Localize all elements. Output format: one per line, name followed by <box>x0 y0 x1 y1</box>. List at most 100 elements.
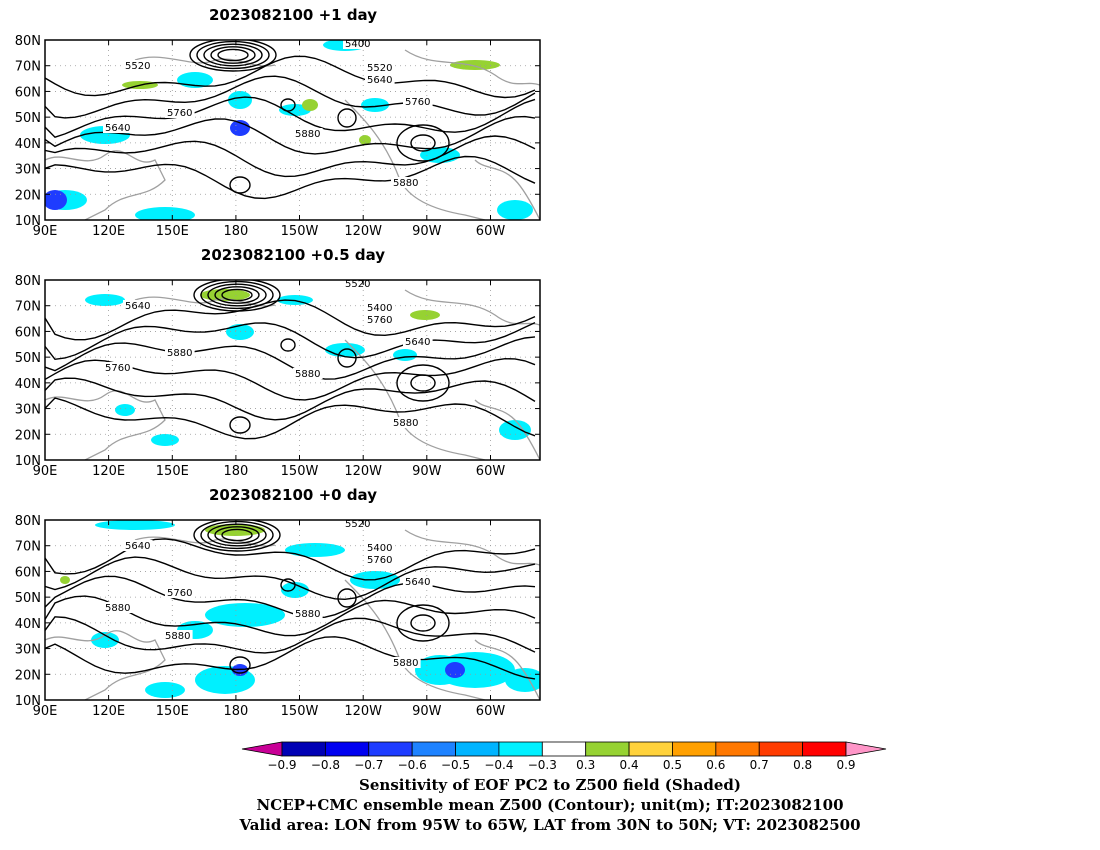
shading-positive <box>359 135 371 145</box>
colorbar-arrow-low <box>241 741 283 757</box>
contour-label: 5400 <box>345 39 370 50</box>
caption-line-3: Valid area: LON from 95W to 65W, LAT fro… <box>239 816 861 834</box>
contour-low <box>207 283 267 307</box>
contour-label: 5640 <box>405 337 430 348</box>
colorbar-bin <box>585 741 630 757</box>
x-tick-label: 180 <box>223 224 248 239</box>
panel-3-title: 2023082100 +0 day <box>209 486 377 504</box>
contour-label-bg <box>343 40 373 49</box>
contour-z500 <box>45 336 536 380</box>
contour-closed <box>229 176 251 194</box>
x-tick-label: 120W <box>344 224 382 239</box>
contour-label: 5760 <box>405 97 430 108</box>
shading-negative <box>393 349 417 361</box>
colorbar-bin <box>455 741 500 757</box>
contour-z500 <box>45 299 536 341</box>
contour-label-bg <box>293 368 323 379</box>
x-tick-label: 180 <box>223 464 248 479</box>
y-tick-label: 70N <box>15 540 41 555</box>
contour-label-bg <box>165 347 195 358</box>
x-tick-label: 90W <box>412 704 442 719</box>
shading-negative <box>226 324 254 340</box>
y-tick-label: 70N <box>15 300 41 315</box>
shading-positive <box>200 289 250 301</box>
contour-label: 5880 <box>167 348 192 359</box>
colorbar-bin <box>715 741 760 757</box>
colorbar-tick-label: −0.4 <box>484 758 513 772</box>
colorbar-tick-label: −0.9 <box>267 758 296 772</box>
x-tick-label: 150W <box>281 224 319 239</box>
contour-closed <box>229 416 251 434</box>
contour-label: 5640 <box>125 301 150 312</box>
contour-closed <box>229 656 251 674</box>
contour-label-bg <box>365 542 395 553</box>
contour-label-bg <box>403 576 433 587</box>
shading-negative <box>91 632 119 648</box>
colorbar-tick-label: −0.5 <box>441 758 470 772</box>
x-tick-label: 90E <box>33 704 58 719</box>
x-tick-label: 150W <box>281 464 319 479</box>
contour-label-bg <box>365 302 395 313</box>
contour-label: 5880 <box>393 418 418 429</box>
contour-closed <box>337 348 357 368</box>
colorbar-tick-label: −0.3 <box>528 758 557 772</box>
contour-low <box>217 48 249 62</box>
contour-label: 5760 <box>167 588 192 599</box>
contour-closed <box>280 338 296 352</box>
coastline <box>45 630 166 700</box>
contour-low <box>200 520 274 550</box>
x-tick-label: 90W <box>412 464 442 479</box>
contour-label: 5760 <box>367 555 392 566</box>
contour-z500 <box>45 155 536 200</box>
colorbar-bin <box>281 741 326 757</box>
map-frame <box>44 519 541 701</box>
y-tick-label: 30N <box>15 403 41 418</box>
colorbar-tick-label: 0.9 <box>836 758 855 772</box>
coastline <box>474 159 540 220</box>
contour-closed <box>396 364 450 402</box>
shading-negative <box>115 404 135 416</box>
contour-label-bg <box>103 602 133 613</box>
y-tick-label: 70N <box>15 60 41 75</box>
y-tick-label: 80N <box>15 274 41 289</box>
contour-label-bg <box>365 314 395 325</box>
colorbar-arrow-high <box>845 741 887 757</box>
contour-label-bg <box>103 362 133 373</box>
colorbar-bin <box>368 741 413 757</box>
colorbar-bin <box>541 741 587 757</box>
shading-negative <box>151 434 179 446</box>
contour-closed <box>410 134 436 152</box>
contour-low <box>189 40 277 72</box>
contour-label-bg <box>123 300 153 311</box>
contour-z500 <box>45 321 536 361</box>
shading-negative <box>145 682 185 698</box>
colorbar-bin <box>672 741 717 757</box>
contour-z500 <box>45 556 536 601</box>
x-tick-label: 150E <box>156 464 189 479</box>
coastline <box>474 399 540 460</box>
colorbar-bin <box>411 741 456 757</box>
contour-z500 <box>45 96 536 139</box>
x-tick-label: 150W <box>281 704 319 719</box>
contour-label-bg <box>365 74 395 85</box>
x-tick-label: 60W <box>476 704 506 719</box>
contour-z500 <box>45 55 536 99</box>
shading-positive <box>450 60 500 70</box>
colorbar-tick-label: 0.5 <box>663 758 682 772</box>
x-tick-label: 90E <box>33 224 58 239</box>
colorbar-tick-label: 0.6 <box>706 758 725 772</box>
colorbar-bin <box>802 741 847 757</box>
shading-negative <box>95 520 175 530</box>
contour-label-bg <box>165 107 195 118</box>
contour-low <box>210 46 256 64</box>
coastline <box>45 150 166 220</box>
contour-label: 5640 <box>367 75 392 86</box>
contour-label: 5520 <box>367 63 392 74</box>
contour-label-bg <box>343 280 373 289</box>
panel-1-title: 2023082100 +1 day <box>209 6 377 24</box>
y-tick-label: 40N <box>15 377 41 392</box>
contour-label-bg <box>123 60 153 71</box>
